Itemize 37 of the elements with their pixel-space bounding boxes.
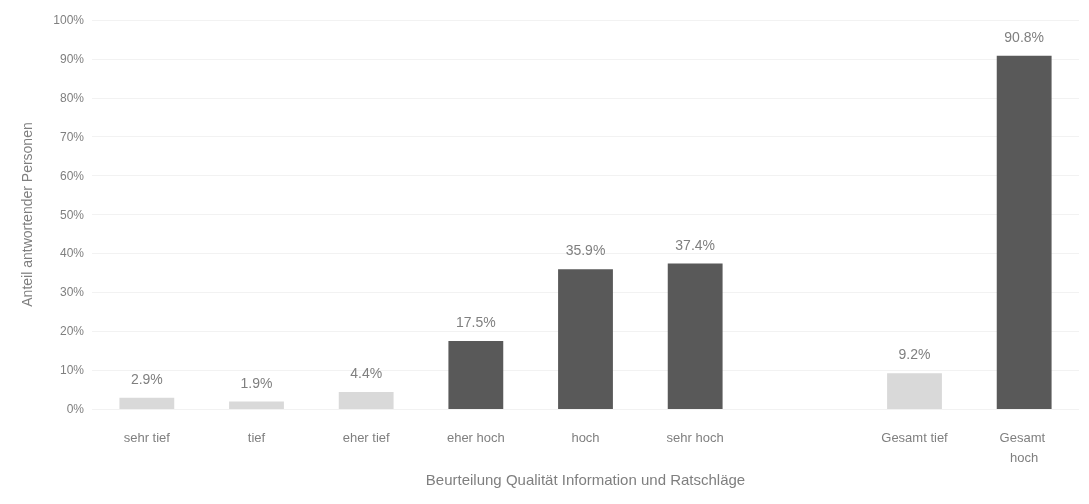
x-tick-label: Gesamt tief [881, 429, 949, 445]
x-tick-label: eher hoch [446, 429, 505, 445]
y-tick-label: 40% [59, 246, 85, 261]
bar [667, 263, 723, 409]
y-tick-label: 0% [66, 402, 85, 416]
x-tick-label: tief [247, 429, 266, 445]
data-label: 90.8% [1004, 28, 1045, 45]
x-axis-title: Beurteilung Qualität Information und Ratschläge [425, 470, 746, 488]
data-label: 35.9% [565, 242, 606, 259]
data-label: 2.9% [130, 370, 163, 387]
bar [887, 373, 942, 409]
bar [338, 391, 394, 409]
y-tick-label: 80% [59, 90, 85, 105]
x-tick-label: eher tief [342, 429, 391, 445]
data-label: 37.4% [675, 236, 716, 253]
y-tick-label: 20% [59, 324, 85, 339]
bar [229, 401, 284, 409]
data-label: 1.9% [240, 374, 273, 391]
data-label: 4.4% [350, 364, 383, 381]
y-axis-title: Anteil antwortender Personen [19, 122, 35, 307]
y-tick-label: 10% [59, 363, 85, 378]
data-label: 17.5% [455, 313, 496, 330]
x-tick-label: sehr tief [123, 429, 171, 445]
bar [996, 55, 1052, 409]
y-tick-label: 50% [59, 207, 85, 222]
data-label: 9.2% [898, 346, 931, 363]
y-tick-label: 90% [59, 51, 85, 66]
bar [558, 269, 613, 409]
x-tick-label: sehr hoch [666, 429, 724, 445]
x-tick-label: hoch [571, 429, 600, 445]
bar [448, 340, 504, 409]
y-tick-label: 70% [59, 129, 85, 144]
bar [119, 397, 175, 409]
y-tick-label: 100% [53, 13, 85, 27]
x-tick-label: Gesamt hoch [999, 429, 1049, 465]
y-tick-label: 30% [59, 285, 85, 300]
y-tick-label: 60% [59, 168, 85, 183]
